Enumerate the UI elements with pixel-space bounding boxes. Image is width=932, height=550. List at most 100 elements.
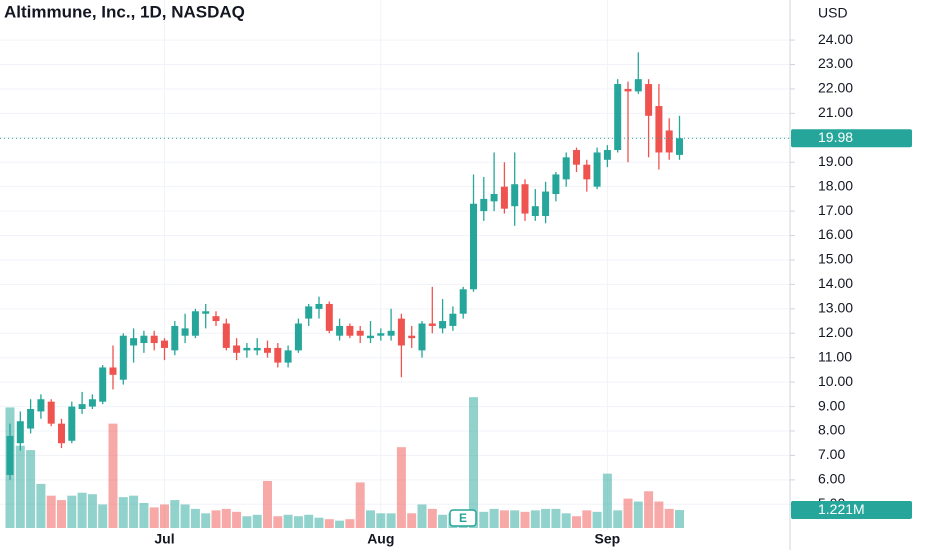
volume-bar [427,508,437,528]
candle-body [109,367,117,375]
candle-body [253,347,261,351]
volume-bar [499,510,509,528]
candle-body [418,323,426,351]
candle-body [439,321,447,329]
x-tick-label: Jul [154,531,174,547]
volume-bar [36,483,46,528]
volume-bar [283,514,293,528]
candle-body [428,323,436,326]
candle-body [459,289,467,314]
candle-body [78,404,86,410]
x-tick-label: Sep [595,531,621,547]
candle-body [521,184,529,214]
candle-body [470,203,477,290]
volume-bar [190,508,200,528]
candle-body [552,174,560,194]
y-tick-label: 22.00 [818,80,853,96]
volume-label-box [791,501,912,520]
volume-bar [602,473,612,528]
volume-bar [108,423,118,528]
candle-body [212,316,220,322]
candle-body [583,164,591,180]
candle-body [449,313,457,326]
volume-bar [57,500,66,528]
candle-body [634,79,642,92]
candle-body [367,335,374,339]
volume-bar [551,508,561,528]
volume-bar [396,447,406,528]
candle-body [16,421,24,444]
volume-bar [675,510,684,528]
volume-bar [160,504,169,528]
volume-bar [98,504,108,528]
y-tick-label: 17.00 [818,202,853,218]
y-tick-label: 16.00 [818,226,853,242]
candle-body [27,409,35,429]
candle-body [346,325,354,336]
volume-bar [129,495,139,528]
candle-body [356,330,364,336]
y-tick-label: 6.00 [818,471,845,487]
volume-bar [139,503,149,528]
event-marker-box [449,509,477,527]
volume-bar [118,497,128,528]
candle-body [243,347,251,351]
y-tick-label: 8.00 [818,422,845,438]
candle-body [676,138,683,155]
y-tick-label: 11.00 [818,348,852,364]
volume-bar [335,520,345,528]
volume-bar [324,519,334,528]
volume-bar [417,504,427,528]
currency-label: USD [818,5,848,21]
candle-body [614,84,622,151]
volume-bar [376,513,386,528]
candle-body [645,84,653,116]
candle-body [655,106,663,153]
event-marker: E [459,511,467,525]
candle-body [68,406,76,441]
volume-bar [489,508,499,528]
candle-body [500,186,508,209]
volume-bar [355,482,365,528]
candle-body [665,130,673,153]
volume-bar [592,511,602,528]
candle-body [387,330,395,336]
volume-bar [345,519,355,528]
chart-title: Altimmune, Inc., 1D, NASDAQ [4,2,245,21]
candle-body [140,335,148,344]
x-tick-label: Aug [367,531,394,547]
volume-bar [510,510,520,528]
volume-bar [613,510,623,528]
volume-bar [201,513,211,528]
volume-bar [541,508,551,528]
candle-body [531,206,539,216]
volume-bar [67,495,77,528]
volume-bar [664,508,674,528]
candle-body [377,333,385,336]
y-tick-label: 9.00 [818,397,845,413]
volume-bar [273,516,283,528]
volume-bar [572,516,581,528]
volume-bar [252,514,262,528]
y-tick-label: 13.00 [818,300,853,316]
y-tick-label: 12.00 [818,324,853,340]
candle-body [305,306,313,319]
volume-bar [366,510,375,528]
candle-body [191,311,199,336]
candle-body [294,323,302,351]
candle-body [130,338,138,346]
y-tick-label: 15.00 [818,251,853,267]
volume-bar [77,492,87,528]
candle-body [119,335,127,380]
candle-body [325,303,333,331]
candle-body [562,157,570,180]
y-tick-label: 24.00 [818,31,853,47]
candle-body [480,198,488,212]
volume-bar [180,504,190,528]
y-tick-label: 14.00 [818,275,853,291]
candle-body [6,435,14,475]
candle-body [222,323,230,348]
volume-bar [561,513,571,528]
candle-body [542,191,550,216]
